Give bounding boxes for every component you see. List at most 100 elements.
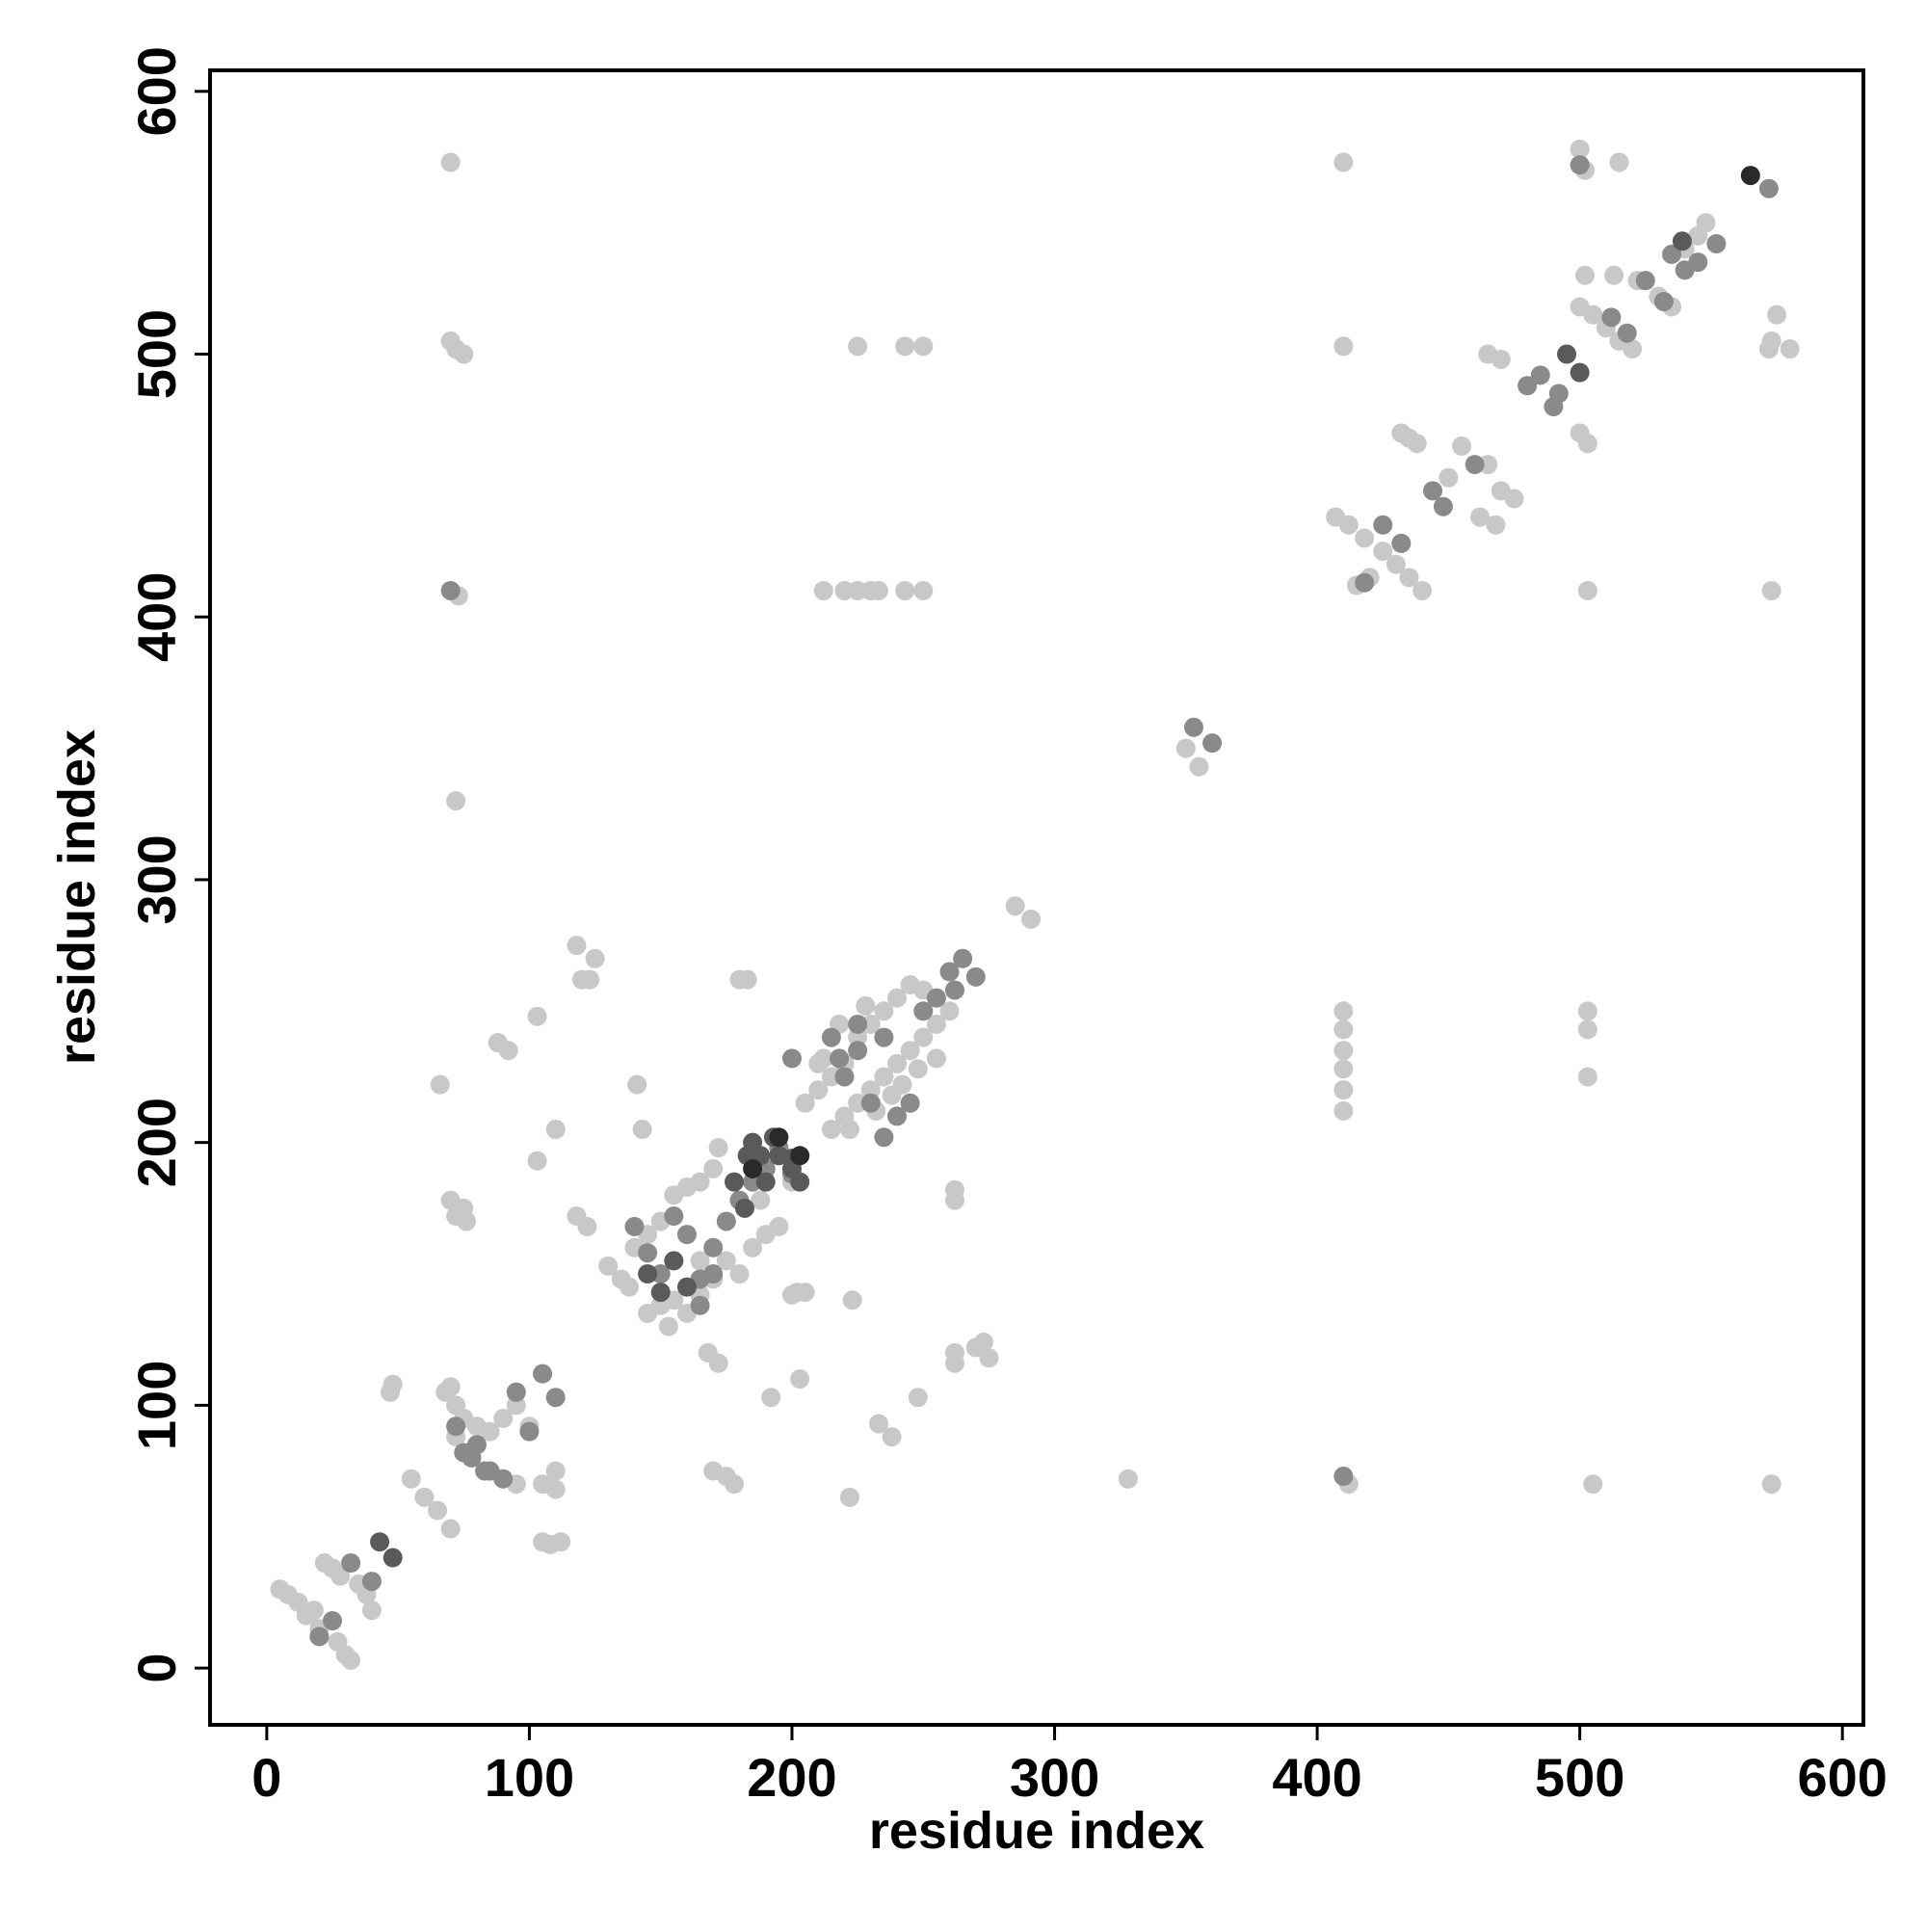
point	[1333, 1080, 1354, 1100]
point	[1118, 1469, 1138, 1489]
point	[1601, 307, 1622, 328]
point	[790, 1172, 810, 1192]
point	[383, 1548, 403, 1568]
point	[1333, 1100, 1354, 1121]
point	[328, 1631, 348, 1652]
x-tick-label: 600	[1797, 1747, 1887, 1808]
point	[703, 1237, 724, 1257]
point	[1577, 434, 1597, 454]
point	[598, 1256, 619, 1276]
y-tick-label: 200	[126, 1098, 187, 1187]
point	[1386, 554, 1406, 574]
point	[1333, 1001, 1354, 1021]
point	[1758, 339, 1779, 359]
point	[842, 1290, 862, 1310]
point	[676, 1277, 697, 1297]
x-axis-title: residue index	[869, 1802, 1204, 1860]
point	[868, 1414, 888, 1434]
plot-area	[270, 139, 1800, 1670]
point	[1465, 455, 1485, 475]
point	[1740, 166, 1760, 186]
y-tick-label: 300	[126, 834, 187, 924]
point	[1577, 580, 1597, 600]
point	[493, 1409, 514, 1429]
point	[939, 1001, 960, 1021]
point	[1175, 738, 1196, 758]
point	[926, 1048, 946, 1069]
point	[1557, 344, 1577, 364]
point	[545, 1461, 566, 1481]
point	[475, 1461, 495, 1481]
point	[913, 336, 934, 357]
point	[1333, 1467, 1354, 1487]
point	[856, 995, 876, 1016]
point	[577, 1216, 597, 1236]
point	[743, 1158, 763, 1178]
point	[944, 1353, 964, 1373]
point	[1391, 533, 1412, 553]
point	[708, 1353, 728, 1373]
point	[887, 1053, 908, 1073]
point	[380, 1382, 400, 1402]
point	[1653, 291, 1674, 311]
point	[751, 1190, 771, 1210]
point	[913, 1027, 934, 1047]
point	[725, 1474, 745, 1495]
point	[567, 936, 587, 956]
point	[1688, 252, 1708, 273]
point	[965, 966, 986, 987]
point	[874, 1067, 894, 1087]
point	[1333, 336, 1354, 357]
point	[1617, 323, 1637, 343]
point	[892, 1074, 912, 1095]
point	[848, 336, 868, 357]
point	[887, 1106, 908, 1126]
point	[690, 1295, 710, 1315]
point	[440, 1519, 461, 1539]
point	[414, 1487, 435, 1507]
point	[900, 1093, 920, 1113]
point	[913, 1001, 934, 1021]
point	[632, 1120, 652, 1140]
point	[690, 1172, 710, 1192]
point	[813, 580, 833, 600]
point	[330, 1566, 351, 1586]
point	[1399, 568, 1419, 588]
point	[1609, 152, 1629, 172]
point	[944, 980, 964, 1000]
point	[882, 1427, 902, 1447]
point	[808, 1080, 829, 1100]
y-tick-label: 400	[126, 572, 187, 662]
point	[1767, 304, 1787, 325]
plot-frame	[208, 68, 1865, 1727]
point	[848, 1014, 868, 1034]
point	[401, 1469, 421, 1489]
point	[830, 1048, 850, 1069]
point	[1583, 304, 1603, 325]
point	[1183, 717, 1203, 737]
point	[619, 1277, 639, 1297]
point	[676, 1225, 697, 1245]
point	[1333, 1041, 1354, 1061]
point	[1662, 244, 1682, 264]
point	[650, 1283, 671, 1303]
point	[781, 1048, 802, 1069]
point	[1005, 896, 1025, 916]
point	[839, 1120, 859, 1140]
point	[1530, 365, 1550, 385]
point	[1373, 542, 1393, 562]
point	[1423, 481, 1443, 501]
point	[913, 580, 934, 600]
point	[638, 1243, 658, 1263]
x-tick-label: 200	[747, 1747, 836, 1808]
point	[436, 1382, 456, 1402]
point	[926, 988, 946, 1008]
point	[725, 1172, 745, 1192]
point	[834, 1067, 855, 1087]
point	[761, 1388, 781, 1408]
point	[664, 1206, 684, 1227]
point	[1706, 233, 1727, 253]
x-tick-label: 400	[1272, 1747, 1361, 1808]
point	[440, 152, 461, 172]
